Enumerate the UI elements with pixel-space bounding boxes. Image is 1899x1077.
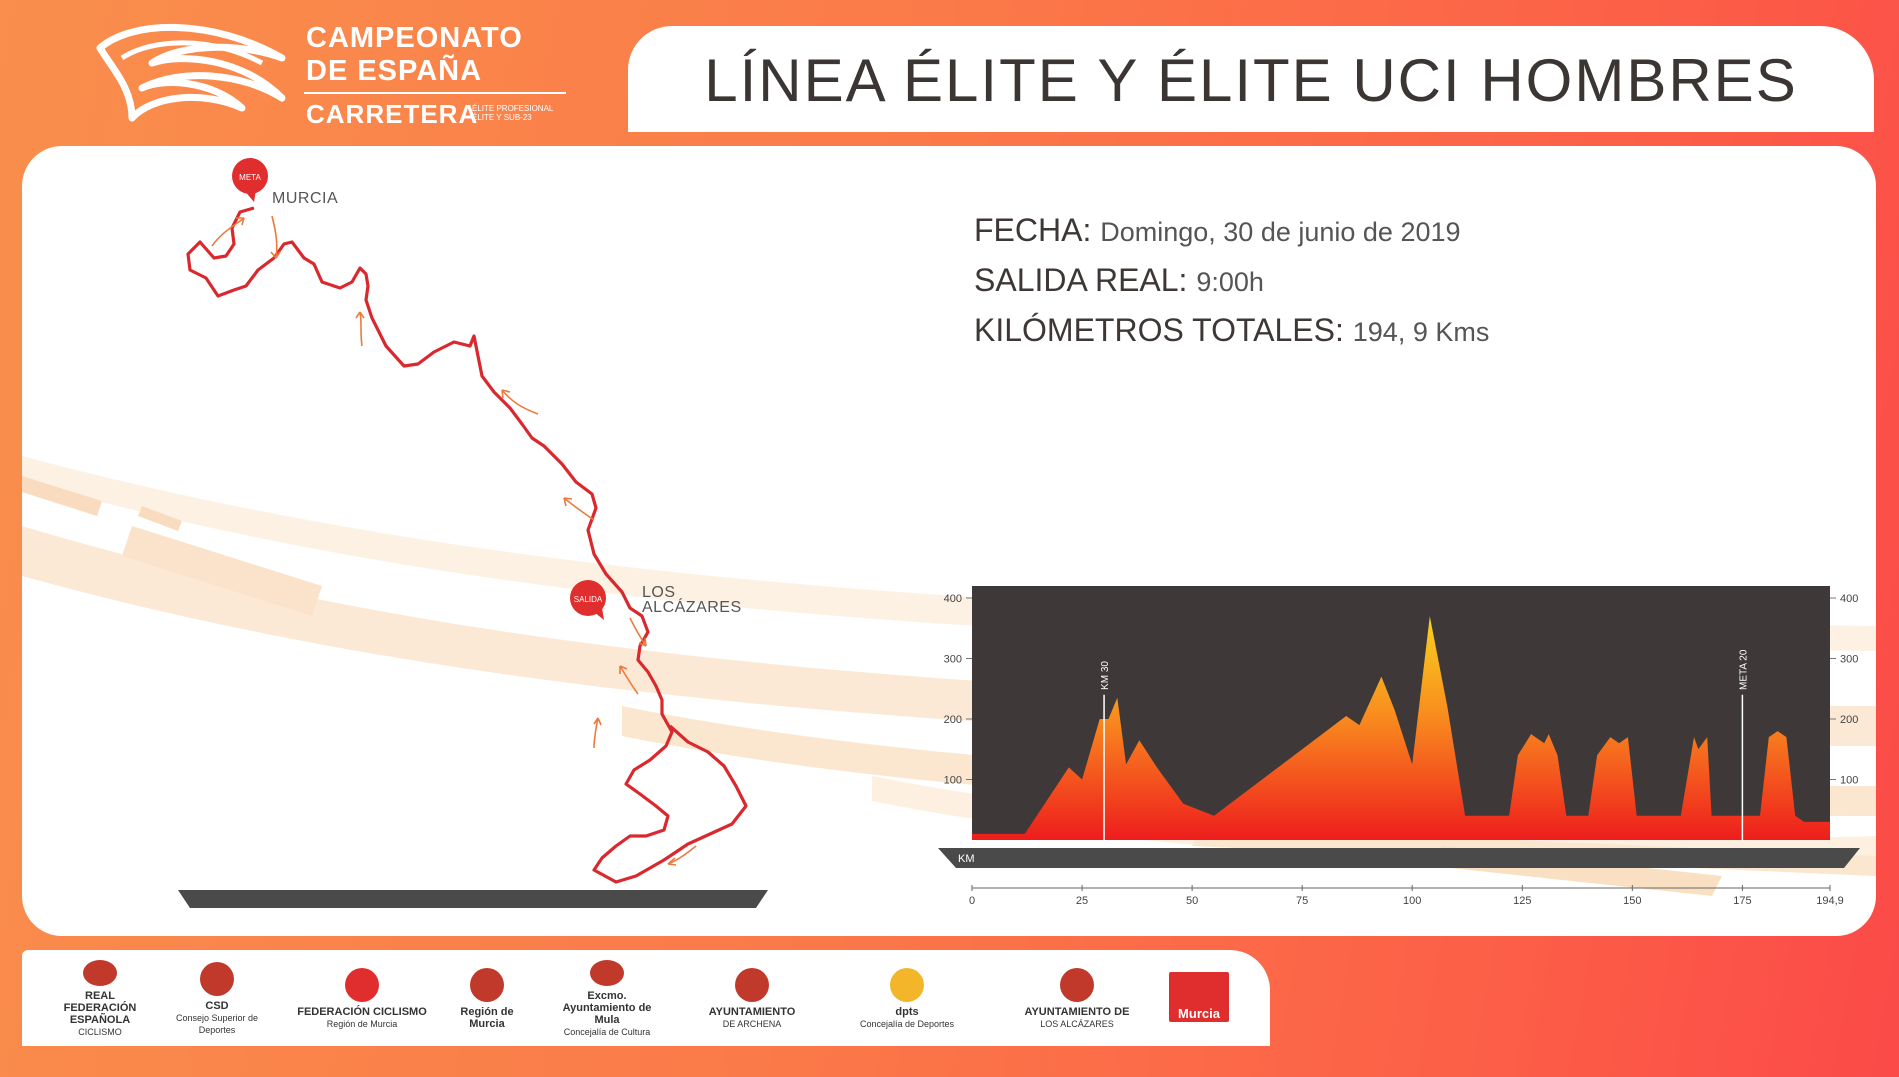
sponsor-name: Excmo. Ayuntamiento de Mula bbox=[562, 990, 652, 1026]
elevation-profile-chart: 100 100 200 200 300 300 400 400 KM 30 META 20 KM 0 2… bbox=[938, 586, 1860, 906]
x-tick-label: 25 bbox=[1076, 895, 1088, 906]
meta-pin: META bbox=[232, 158, 268, 202]
map-base-band bbox=[178, 890, 768, 908]
start-row: SALIDA REAL: 9:00h bbox=[974, 256, 1489, 306]
salida-pin-label: SALIDA bbox=[574, 595, 603, 604]
sponsor-emblem-icon bbox=[1060, 968, 1094, 1002]
sponsor-name: FEDERACIÓN CICLISMO bbox=[297, 1006, 427, 1018]
meta-place-label: MURCIA bbox=[272, 190, 339, 207]
cyclist-swoosh-icon bbox=[96, 23, 286, 122]
logo-subtitle: ÉLITE PROFESIONAL ÉLITE Y SUB-23 bbox=[472, 104, 572, 122]
race-info: FECHA: Domingo, 30 de junio de 2019 SALI… bbox=[974, 206, 1489, 356]
sponsor-name: Región de Murcia bbox=[460, 1006, 514, 1030]
distance-row: KILÓMETROS TOTALES: 194, 9 Kms bbox=[974, 306, 1489, 356]
km-band bbox=[938, 848, 1860, 868]
sponsor-logo: Murcia bbox=[1164, 960, 1234, 1038]
sponsor-emblem-icon bbox=[83, 960, 117, 986]
x-tick-label: 150 bbox=[1623, 895, 1641, 906]
date-row: FECHA: Domingo, 30 de junio de 2019 bbox=[974, 206, 1489, 256]
x-tick-label: 75 bbox=[1296, 895, 1308, 906]
logo-line-1: CAMPEONATO bbox=[306, 22, 523, 54]
y-tick-label-left: 400 bbox=[944, 593, 962, 605]
sponsor-emblem-icon bbox=[345, 968, 379, 1002]
date-label: FECHA: bbox=[974, 212, 1092, 248]
marker-label: KM 30 bbox=[1100, 661, 1111, 690]
y-tick-label-left: 100 bbox=[944, 775, 962, 787]
sponsor-subtitle: Región de Murcia bbox=[326, 1019, 398, 1029]
logo-sub-2: ÉLITE Y SUB-23 bbox=[472, 113, 532, 122]
sponsor-logo: Región de Murcia bbox=[442, 960, 532, 1038]
salida-place-label-1: LOS bbox=[642, 584, 676, 601]
sponsor-subtitle: Concejalía de Cultura bbox=[563, 1027, 651, 1037]
sponsor-emblem-icon bbox=[890, 968, 924, 1002]
sponsor-bar: REAL FEDERACIÓN ESPAÑOLA CICLISMO CSD Conse… bbox=[22, 950, 1270, 1046]
x-axis-label: KM bbox=[958, 853, 975, 865]
sponsor-logo: REAL FEDERACIÓN ESPAÑOLA CICLISMO bbox=[50, 960, 150, 1038]
elevation-area bbox=[972, 616, 1830, 840]
sponsor-name: AYUNTAMIENTO DE bbox=[1024, 1006, 1130, 1018]
y-tick-label-right: 200 bbox=[1840, 714, 1858, 726]
x-tick-label: 194,9 bbox=[1816, 895, 1844, 906]
sponsor-subtitle: LOS ALCÁZARES bbox=[1040, 1019, 1114, 1029]
x-tick-label: 100 bbox=[1403, 895, 1421, 906]
sponsor-subtitle: Concejalía de Deportes bbox=[859, 1019, 955, 1029]
sponsor-emblem-icon bbox=[470, 968, 504, 1002]
x-tick-label: 0 bbox=[969, 895, 975, 906]
sponsor-logo: AYUNTAMIENTO DE ARCHENA bbox=[682, 960, 822, 1038]
route-line bbox=[186, 206, 748, 884]
start-value: 9:00h bbox=[1196, 267, 1264, 297]
y-tick-label-right: 300 bbox=[1840, 654, 1858, 666]
logo-line-2: DE ESPAÑA bbox=[306, 55, 483, 87]
main-panel: META SALIDA MURCIA LOS ALCÁZARES FECHA: … bbox=[22, 146, 1876, 936]
y-tick-label-right: 100 bbox=[1840, 775, 1858, 787]
sponsor-name: CSD bbox=[205, 1000, 229, 1012]
sponsor-subtitle: DE ARCHENA bbox=[722, 1019, 782, 1029]
sponsor-emblem-icon bbox=[200, 962, 234, 996]
page-title: LÍNEA ÉLITE Y ÉLITE UCI HOMBRES bbox=[704, 46, 1798, 114]
sponsor-emblem-icon bbox=[1169, 972, 1229, 1022]
logo-sub-1: ÉLITE PROFESIONAL bbox=[472, 104, 554, 113]
marker-label: META 20 bbox=[1738, 649, 1749, 690]
salida-pin: SALIDA bbox=[570, 580, 606, 620]
sponsor-name: Murcia bbox=[1178, 1006, 1220, 1021]
logo-divider bbox=[304, 92, 566, 94]
x-tick-label: 50 bbox=[1186, 895, 1198, 906]
x-tick-label: 125 bbox=[1513, 895, 1531, 906]
x-tick-label: 175 bbox=[1733, 895, 1751, 906]
sponsor-subtitle: Consejo Superior de Deportes bbox=[175, 1013, 259, 1035]
sponsor-logo: FEDERACIÓN CICLISMO Región de Murcia bbox=[292, 960, 432, 1038]
y-tick-label-right: 400 bbox=[1840, 593, 1858, 605]
y-tick-label-left: 200 bbox=[944, 714, 962, 726]
title-banner: LÍNEA ÉLITE Y ÉLITE UCI HOMBRES bbox=[628, 26, 1874, 132]
y-tick-label-left: 300 bbox=[944, 654, 962, 666]
sponsor-logo: dpts Concejalía de Deportes bbox=[832, 960, 982, 1038]
sponsor-logo: CSD Consejo Superior de Deportes bbox=[162, 960, 272, 1038]
salida-place-label-2: ALCÁZARES bbox=[642, 599, 742, 616]
distance-value: 194, 9 Kms bbox=[1352, 317, 1490, 347]
sponsor-name: dpts bbox=[895, 1006, 919, 1018]
route-map: META SALIDA bbox=[178, 158, 768, 908]
logo-line-3: CARRETERA bbox=[306, 99, 479, 129]
date-value: Domingo, 30 de junio de 2019 bbox=[1100, 217, 1461, 247]
sponsor-logo: Excmo. Ayuntamiento de Mula Concejalía de… bbox=[552, 960, 662, 1038]
sponsor-logo: AYUNTAMIENTO DE LOS ALCÁZARES bbox=[1012, 960, 1142, 1038]
sponsor-emblem-icon bbox=[590, 960, 624, 986]
sponsor-emblem-icon bbox=[735, 968, 769, 1002]
distance-label: KILÓMETROS TOTALES: bbox=[974, 312, 1344, 348]
sponsor-subtitle: CICLISMO bbox=[78, 1027, 122, 1037]
sponsor-name: AYUNTAMIENTO bbox=[708, 1006, 796, 1018]
start-label: SALIDA REAL: bbox=[974, 262, 1188, 298]
event-logo: CAMPEONATO DE ESPAÑA CARRETERA ÉLITE PRO… bbox=[92, 18, 572, 136]
sponsor-name: REAL FEDERACIÓN ESPAÑOLA bbox=[63, 990, 137, 1026]
meta-pin-label: META bbox=[239, 173, 261, 182]
